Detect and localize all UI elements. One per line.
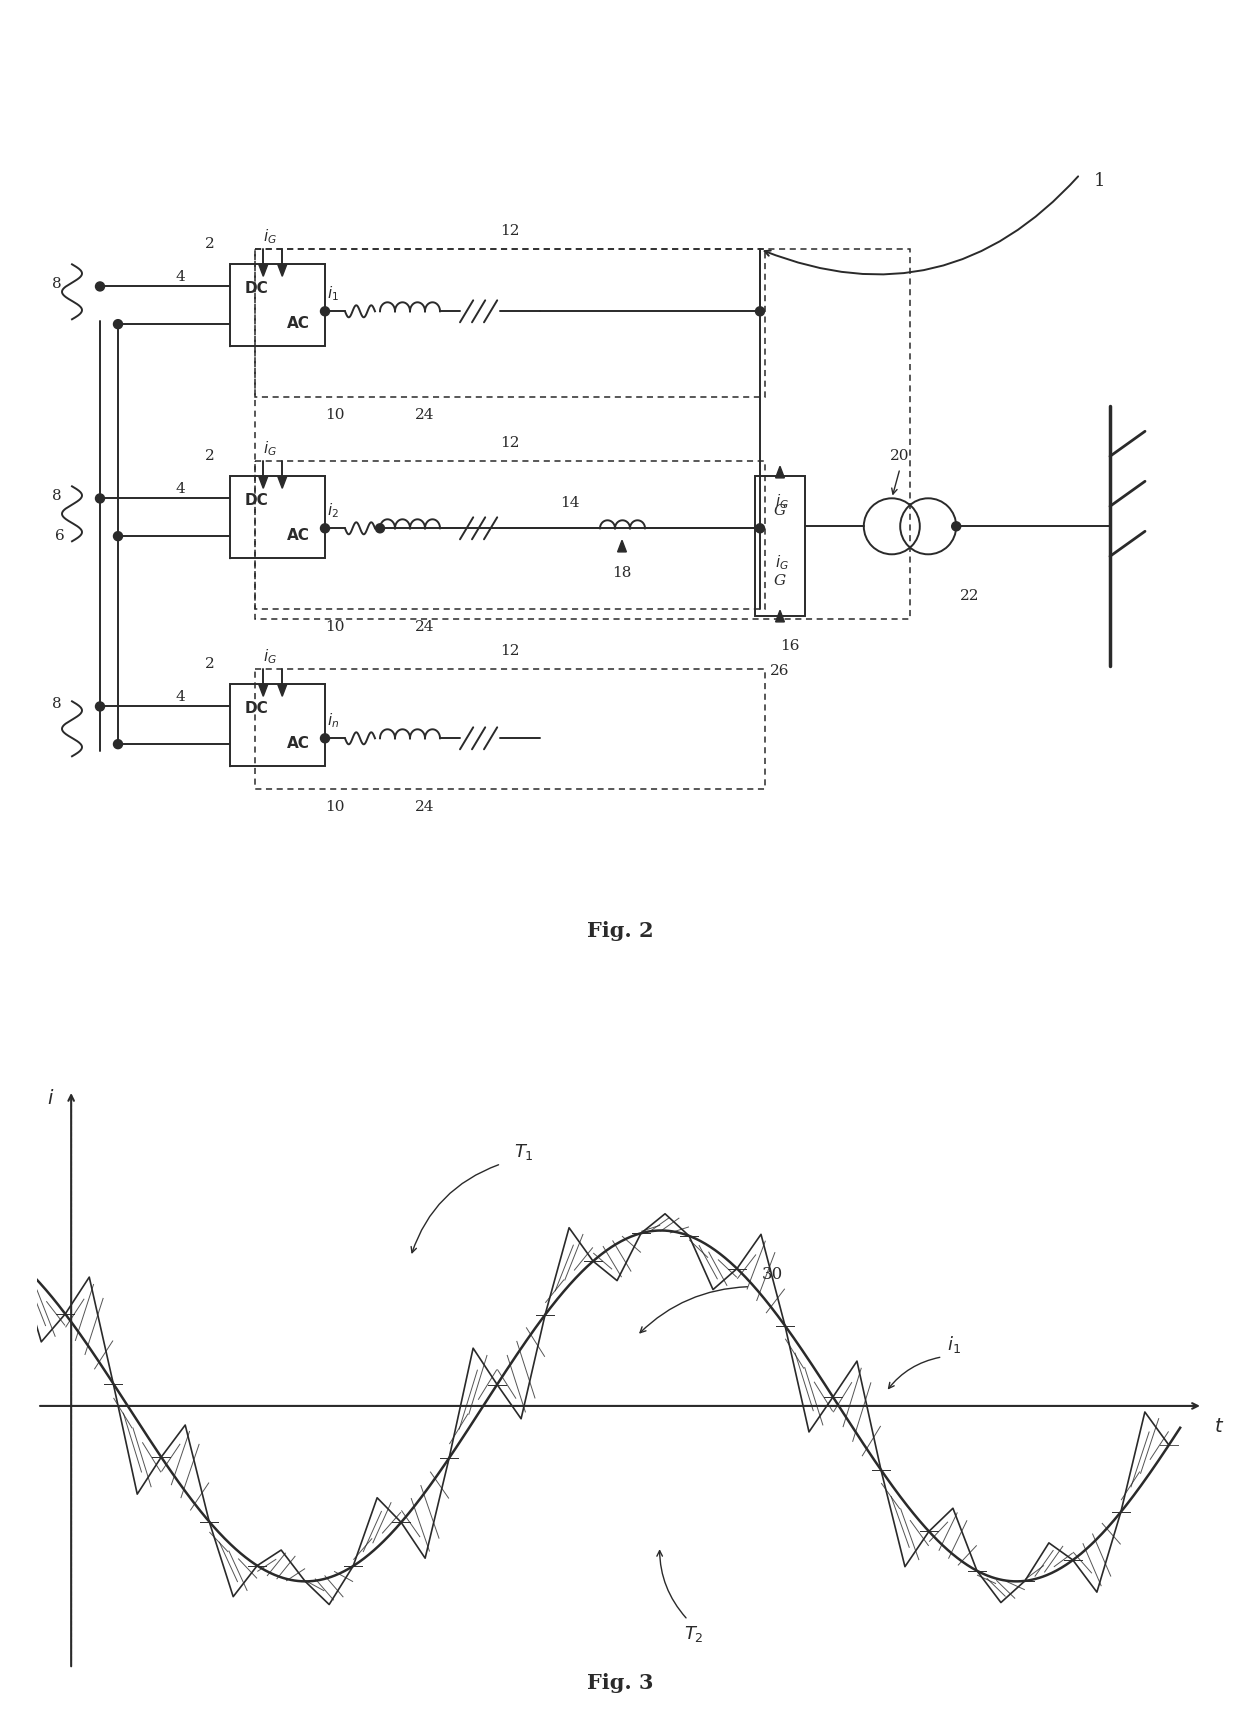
Circle shape bbox=[114, 531, 123, 541]
Circle shape bbox=[320, 306, 330, 317]
Circle shape bbox=[320, 734, 330, 742]
Text: 12: 12 bbox=[500, 644, 520, 659]
Text: $i_n$: $i_n$ bbox=[327, 711, 339, 730]
Circle shape bbox=[376, 524, 384, 533]
Text: 1: 1 bbox=[1094, 173, 1106, 190]
Text: 26: 26 bbox=[770, 664, 790, 678]
Text: G: G bbox=[774, 505, 786, 519]
Text: 6: 6 bbox=[55, 529, 64, 543]
Polygon shape bbox=[278, 265, 286, 277]
Text: 12: 12 bbox=[500, 436, 520, 450]
Text: $i_G$: $i_G$ bbox=[263, 439, 277, 458]
Text: 4: 4 bbox=[175, 270, 185, 284]
Text: 18: 18 bbox=[613, 566, 631, 580]
Text: 24: 24 bbox=[415, 801, 435, 815]
Text: $i_G$: $i_G$ bbox=[775, 491, 789, 510]
Text: $i_1$: $i_1$ bbox=[327, 284, 339, 303]
Text: 8: 8 bbox=[52, 277, 62, 291]
Bar bbox=[255, 670, 765, 789]
Text: 10: 10 bbox=[325, 408, 345, 422]
Bar bbox=[229, 476, 325, 559]
Text: G: G bbox=[774, 574, 786, 588]
Bar bbox=[755, 476, 805, 616]
Text: 12: 12 bbox=[500, 225, 520, 239]
Polygon shape bbox=[259, 265, 268, 277]
Text: 30: 30 bbox=[763, 1266, 784, 1284]
Circle shape bbox=[755, 524, 765, 533]
Text: 2: 2 bbox=[205, 237, 215, 251]
Text: 14: 14 bbox=[560, 497, 580, 510]
Circle shape bbox=[114, 740, 123, 749]
Text: 10: 10 bbox=[325, 801, 345, 815]
Text: $i_1$: $i_1$ bbox=[947, 1334, 961, 1355]
Polygon shape bbox=[775, 467, 785, 477]
Text: DC: DC bbox=[244, 493, 269, 509]
Text: 20: 20 bbox=[890, 450, 910, 464]
Text: $i_2$: $i_2$ bbox=[327, 502, 339, 519]
Text: AC: AC bbox=[286, 528, 310, 543]
Text: Fig. 3: Fig. 3 bbox=[587, 1673, 653, 1694]
Text: AC: AC bbox=[286, 317, 310, 330]
Text: $i$: $i$ bbox=[47, 1090, 55, 1109]
Text: $i_G$: $i_G$ bbox=[263, 227, 277, 246]
Text: 4: 4 bbox=[175, 481, 185, 495]
Bar bbox=[229, 685, 325, 766]
Polygon shape bbox=[259, 477, 268, 488]
Circle shape bbox=[755, 306, 765, 317]
Text: 16: 16 bbox=[780, 640, 800, 654]
Text: AC: AC bbox=[286, 735, 310, 751]
Polygon shape bbox=[259, 685, 268, 695]
Text: $i_G$: $i_G$ bbox=[775, 554, 789, 573]
Text: 24: 24 bbox=[415, 621, 435, 635]
Polygon shape bbox=[278, 477, 286, 488]
Text: DC: DC bbox=[244, 282, 269, 296]
Circle shape bbox=[95, 282, 104, 291]
Bar bbox=[229, 265, 325, 346]
Text: DC: DC bbox=[244, 701, 269, 716]
Polygon shape bbox=[775, 611, 785, 621]
Circle shape bbox=[320, 524, 330, 533]
Text: Fig. 2: Fig. 2 bbox=[587, 922, 653, 941]
Text: 10: 10 bbox=[325, 621, 345, 635]
Text: 8: 8 bbox=[52, 490, 62, 503]
Text: $T_2$: $T_2$ bbox=[683, 1624, 703, 1643]
Polygon shape bbox=[618, 540, 626, 552]
Text: 2: 2 bbox=[205, 450, 215, 464]
Bar bbox=[255, 462, 765, 609]
Text: 24: 24 bbox=[415, 408, 435, 422]
Text: $i_G$: $i_G$ bbox=[263, 647, 277, 666]
Bar bbox=[255, 249, 765, 398]
Text: 4: 4 bbox=[175, 690, 185, 704]
Circle shape bbox=[114, 320, 123, 329]
Circle shape bbox=[95, 702, 104, 711]
Text: 2: 2 bbox=[205, 657, 215, 671]
Text: $T_1$: $T_1$ bbox=[513, 1142, 533, 1161]
Text: 22: 22 bbox=[960, 590, 980, 604]
Polygon shape bbox=[278, 685, 286, 695]
Circle shape bbox=[952, 522, 961, 531]
Bar bbox=[255, 249, 910, 619]
Circle shape bbox=[95, 495, 104, 503]
Text: $t$: $t$ bbox=[1214, 1419, 1224, 1436]
Text: 8: 8 bbox=[52, 697, 62, 711]
